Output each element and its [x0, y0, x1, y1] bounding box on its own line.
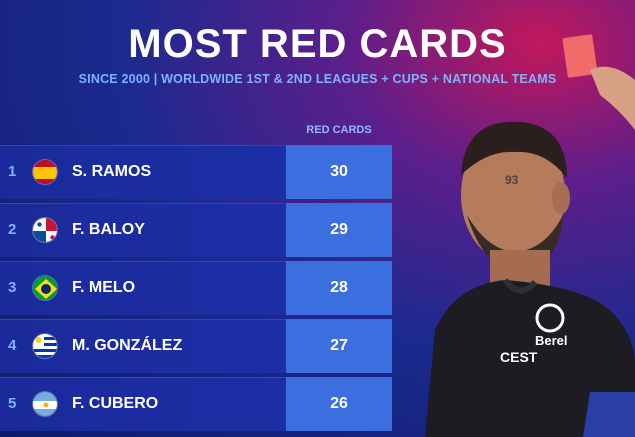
player-name: M. GONZÁLEZ [72, 337, 183, 354]
player-name: F. CUBERO [72, 395, 159, 412]
panama-flag-icon [32, 217, 58, 243]
table-row: 4 M. GONZÁLEZ 27 [0, 319, 392, 373]
player-name: F. BALOY [72, 221, 145, 238]
red-card-count: 29 [330, 221, 348, 238]
spain-flag-icon [32, 159, 58, 185]
player-name: F. MELO [72, 279, 136, 296]
page-subtitle: SINCE 2000 | WORLDWIDE 1ST & 2ND LEAGUES… [78, 72, 557, 86]
player-name: S. RAMOS [72, 163, 152, 180]
red-card-count: 27 [330, 337, 348, 354]
red-card-count: 26 [330, 395, 348, 412]
rank: 1 [8, 163, 17, 180]
jersey-sponsor-text: Berel [535, 333, 568, 348]
rank: 2 [8, 221, 17, 238]
rank: 3 [8, 279, 17, 296]
uruguay-flag-icon [32, 333, 58, 359]
table-row: 5 F. CUBERO 26 [0, 377, 392, 431]
rank: 5 [8, 395, 17, 412]
red-card-count: 30 [330, 163, 348, 180]
hair-number-text: 93 [505, 173, 519, 187]
argentina-flag-icon [32, 391, 58, 417]
brazil-flag-icon [32, 275, 58, 301]
table-row: 1 S. RAMOS 30 [0, 145, 392, 199]
jersey-sponsor-text-2: CEST [500, 349, 538, 365]
player-photo: Berel CEST 93 [425, 34, 635, 437]
table-row: 3 F. MELO 28 [0, 261, 392, 315]
table-row: 2 F. BALOY 29 [0, 203, 392, 257]
red-card-icon [562, 34, 598, 78]
column-header-red-cards: RED CARDS [306, 124, 372, 136]
page-title: MOST RED CARDS [128, 22, 507, 66]
red-cards-table: 1 S. RAMOS 30 2 F. BALOY 29 3 F. MELO 28… [0, 145, 392, 435]
rank: 4 [8, 337, 17, 354]
red-card-count: 28 [330, 279, 348, 296]
